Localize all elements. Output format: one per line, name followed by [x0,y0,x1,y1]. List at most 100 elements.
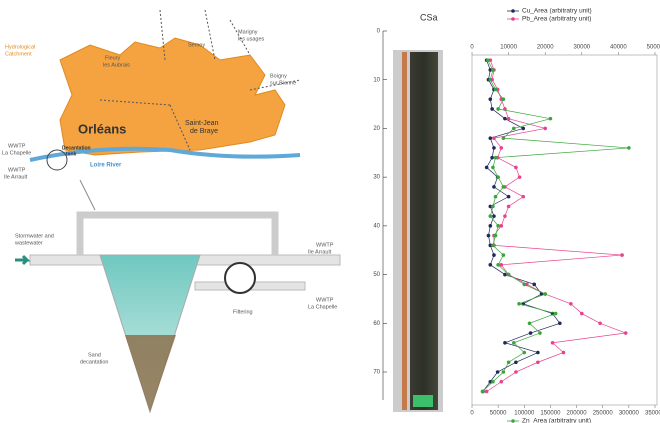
x2-tick-label: 250000 [593,411,614,417]
x-tick-label: 0 [470,45,474,51]
river [29,146,301,162]
data-point [488,243,493,248]
data-point [496,224,500,228]
data-point [528,331,533,335]
label: Ile Arrault [4,174,28,180]
data-point [488,58,493,63]
data-point [506,204,511,209]
y-tick-label: 20 [373,126,380,132]
data-point [517,302,521,306]
data-point [553,311,558,316]
x-tick-label: 40000 [610,45,627,51]
data-point [522,350,527,355]
data-point [522,282,527,287]
core-edge [402,52,407,410]
data-point [488,204,493,209]
label: Boigny [270,73,287,79]
data-point [488,214,493,218]
data-point [491,165,495,170]
data-point [506,360,511,365]
data-point [488,224,493,228]
label: de Braye [190,128,218,135]
data-point [496,107,500,111]
inflow-arrow [15,254,31,266]
data-point [536,360,540,365]
data-point [521,126,526,131]
data-point [488,136,493,140]
data-point [495,370,500,374]
data-point [484,389,489,394]
label: Hydrological [5,44,35,50]
x2-tick-label: 50000 [490,411,507,417]
data-point [514,370,518,374]
pipe [76,211,279,255]
data-point [488,77,493,82]
data-point [499,379,504,384]
core-photo [410,52,438,410]
label: Orléans [78,121,126,136]
data-point [488,97,493,101]
data-point [543,126,547,131]
data-point [492,253,496,257]
label: Fleury [105,55,121,61]
data-point [499,146,504,150]
data-point [492,214,496,218]
data-point [492,185,496,189]
label: Decantation [62,145,91,151]
map: Hydrological Catchment Fleury les Aubrai… [2,9,301,211]
tank [99,254,201,414]
data-point [514,360,518,365]
data-point [490,107,494,111]
data-point [548,116,553,121]
sediment [125,335,176,412]
y-tick-label: 30 [373,175,380,181]
data-point [488,263,493,267]
data-point [503,340,507,345]
label: Ile Arrault [308,249,332,255]
y-tick-label: 0 [377,29,381,35]
core-end [413,395,433,407]
label: WWTP [316,297,334,303]
x2-tick-label: 0 [470,411,474,417]
y-tick-label: 40 [373,223,380,229]
data-point [506,194,511,199]
data-point [491,204,495,209]
label: Saint-Jean [185,120,219,127]
data-point [499,224,504,228]
data-point [558,321,562,326]
label: Loire River [90,163,122,169]
data-point [561,350,566,355]
data-point [623,331,628,335]
data-point [512,340,516,345]
data-point [503,116,507,121]
label: WWTP [8,167,26,173]
label: La Chapelle [2,150,31,156]
data-point [506,272,511,277]
data-point [527,321,532,326]
label: WWTP [316,242,334,248]
data-point [503,214,507,218]
data-point [491,243,495,248]
y-tick-label: 50 [373,272,380,278]
label: les usages [238,36,265,42]
core-title: CSa [420,12,438,22]
label: les Aubrais [103,62,130,68]
legend-label: Cu_Area (arbitratry unit) [522,8,592,15]
label: sur Bionne [270,80,296,86]
chart: 0 10 20 30 40 50 60 70 0 10000 20000 30000 40000 5000… [373,8,660,423]
x2-tick-label: 200000 [567,411,588,417]
legend-marker [511,419,515,423]
tank-marker [46,149,68,171]
data-point [598,321,602,326]
data-point [493,155,498,160]
boundaries [99,9,301,151]
x-tick-label: 20000 [537,45,554,51]
data-point [627,146,631,150]
label: wastewater [14,240,43,246]
data-point [492,136,496,140]
label: La Chapelle [308,304,337,310]
data-point [496,175,500,179]
data-point [538,331,542,335]
y-tick-label: 70 [373,370,380,376]
